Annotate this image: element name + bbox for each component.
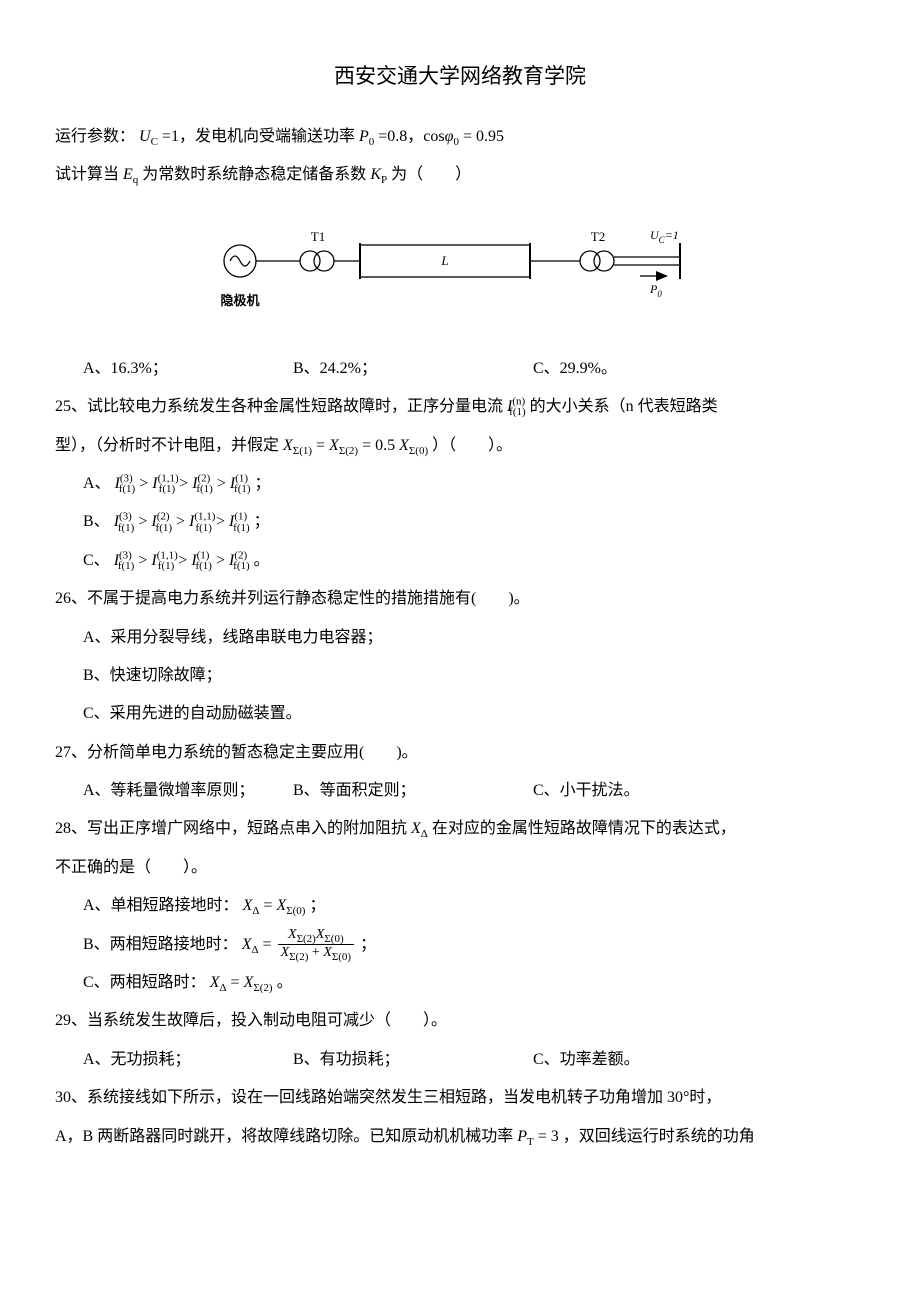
sub: Σ(1) xyxy=(293,445,312,457)
text: A，B 两断路器同时跳开，将故障线路切除。已知原动机机械功率 xyxy=(55,1128,517,1145)
eq: = 0.5 xyxy=(362,437,395,454)
sub: 0 xyxy=(453,136,459,148)
text: ，双回线运行时系统的功角 xyxy=(563,1128,755,1145)
sub: P xyxy=(381,175,387,187)
var-eq: E xyxy=(123,166,133,183)
sine-icon xyxy=(230,256,250,266)
text: 的大小关系（n 代表短路类 xyxy=(530,398,718,415)
q26-option-c: C、采用先进的自动励磁装置。 xyxy=(55,695,865,733)
q28-option-a: A、单相短路接地时： XΔ = XΣ(0) ； xyxy=(55,887,865,925)
denominator: XΣ(2) + XΣ(0) xyxy=(278,944,355,963)
text: ）（ ）。 xyxy=(432,437,512,454)
sub: q xyxy=(133,175,139,187)
var-x: X xyxy=(283,437,293,454)
text: C、两相短路时： xyxy=(83,974,206,991)
page: 西安交通大学网络教育学院 运行参数： UC =1，发电机向受端输送功率 P0 =… xyxy=(0,0,920,1302)
var-p0: P xyxy=(359,128,369,145)
gen-label: 隐极机 xyxy=(220,293,259,308)
q26-option-a: A、采用分裂导线，线路串联电力电容器； xyxy=(55,619,865,657)
q30-line1: 30、系统接线如下所示，设在一回线路始端突然发生三相短路，当发电机转子功角增加 … xyxy=(55,1079,865,1117)
q25-line1: 25、试比较电力系统发生各种金属性短路故障时，正序分量电流 I(n)f(1) 的… xyxy=(55,388,865,426)
uc-label: UC=1 xyxy=(650,228,679,245)
sub: Δ xyxy=(421,829,428,841)
sub: C xyxy=(151,136,158,148)
q24-options: A、16.3%； B、24.2%； C、29.9%。 xyxy=(55,350,865,388)
text: =1，发电机向受端输送功率 xyxy=(162,128,359,145)
option-c: C、功率差额。 xyxy=(533,1041,640,1079)
option-a: A、等耗量微增率原则； xyxy=(83,772,293,810)
text: 为常数时系统静态稳定储备系数 xyxy=(142,166,370,183)
p0-label: P0 xyxy=(649,282,662,299)
t1-label: T1 xyxy=(311,229,325,244)
text: 试计算当 xyxy=(55,166,123,183)
q25-option-a: A、 I(3)f(1) > I(1,1)f(1) > I(2)f(1) > I(… xyxy=(55,465,865,503)
text: 28、写出正序增广网络中，短路点串入的附加阻抗 xyxy=(55,820,411,837)
text: 为（ ） xyxy=(391,166,471,183)
label: C、 xyxy=(83,552,110,569)
q30-line2: A，B 两断路器同时跳开，将故障线路切除。已知原动机机械功率 PT = 3 ，双… xyxy=(55,1118,865,1156)
text: B、两相短路接地时： xyxy=(83,936,238,953)
q28-line2: 不正确的是（ ）。 xyxy=(55,849,865,887)
option-b: B、24.2%； xyxy=(293,350,533,388)
var-x: X xyxy=(411,820,421,837)
t2-label: T2 xyxy=(591,229,605,244)
text: 型），（分析时不计电阻，并假定 xyxy=(55,437,283,454)
option-b: B、有功损耗； xyxy=(293,1041,533,1079)
var-kp: K xyxy=(370,166,381,183)
label: A、 xyxy=(83,475,111,492)
text: = 0.95 xyxy=(463,128,504,145)
fraction: XΣ(2)XΣ(0) XΣ(2) + XΣ(0) xyxy=(278,927,355,964)
text: =0.8，cos xyxy=(378,128,444,145)
numerator: XΣ(2)XΣ(0) xyxy=(278,927,355,945)
text: 运行参数： xyxy=(55,128,135,145)
circuit-diagram: 隐极机 T1 L T2 xyxy=(55,213,865,328)
var-pt: P xyxy=(517,1128,527,1145)
q27-options: A、等耗量微增率原则； B、等面积定则； C、小干扰法。 xyxy=(55,772,865,810)
sub: f(1) xyxy=(509,406,526,418)
option-c: C、29.9%。 xyxy=(533,350,617,388)
option-a: A、16.3%； xyxy=(83,350,293,388)
text: 在对应的金属性短路故障情况下的表达式， xyxy=(432,820,736,837)
var-x: X xyxy=(399,437,409,454)
q27-stem: 27、分析简单电力系统的暂态稳定主要应用( )。 xyxy=(55,734,865,772)
q28-line1: 28、写出正序增广网络中，短路点串入的附加阻抗 XΔ 在对应的金属性短路故障情况… xyxy=(55,810,865,848)
q29-options: A、无功损耗； B、有功损耗； C、功率差额。 xyxy=(55,1041,865,1079)
label: B、 xyxy=(83,513,110,530)
q25-option-b: B、 I(3)f(1) > I(2)f(1) > I(1,1)f(1) > I(… xyxy=(55,503,865,541)
var-x: X xyxy=(329,437,339,454)
sub: T xyxy=(527,1136,534,1148)
var-uc: U xyxy=(139,128,151,145)
q26-stem: 26、不属于提高电力系统并列运行静态稳定性的措施措施有( )。 xyxy=(55,580,865,618)
q28-option-b: B、两相短路接地时： XΔ = XΣ(2)XΣ(0) XΣ(2) + XΣ(0)… xyxy=(55,926,865,964)
text: A、单相短路接地时： xyxy=(83,897,239,914)
text: 25、试比较电力系统发生各种金属性短路故障时，正序分量电流 xyxy=(55,398,507,415)
sub: Σ(0) xyxy=(409,445,428,457)
sub: Σ(2) xyxy=(339,445,358,457)
eq: = xyxy=(316,437,329,454)
transformer-icon xyxy=(314,251,334,271)
page-title: 西安交通大学网络教育学院 xyxy=(55,60,865,90)
option-b: B、等面积定则； xyxy=(293,772,533,810)
intro-line-2: 试计算当 Eq 为常数时系统静态稳定储备系数 KP 为（ ） xyxy=(55,156,865,194)
q28-option-c: C、两相短路时： XΔ = XΣ(2) 。 xyxy=(55,964,865,1002)
q26-option-b: B、快速切除故障； xyxy=(55,657,865,695)
transformer-icon xyxy=(594,251,614,271)
option-c: C、小干扰法。 xyxy=(533,772,640,810)
line-label: L xyxy=(440,253,448,268)
intro-line-1: 运行参数： UC =1，发电机向受端输送功率 P0 =0.8，cosφ0 = 0… xyxy=(55,118,865,156)
q29-stem: 29、当系统发生故障后，投入制动电阻可减少（ ）。 xyxy=(55,1002,865,1040)
option-a: A、无功损耗； xyxy=(83,1041,293,1079)
text: = 3 xyxy=(538,1128,559,1145)
q25-line2: 型），（分析时不计电阻，并假定 XΣ(1) = XΣ(2) = 0.5 XΣ(0… xyxy=(55,427,865,465)
q25-option-c: C、 I(3)f(1) > I(1,1)f(1) > I(1)f(1) > I(… xyxy=(55,542,865,580)
arrow-icon xyxy=(656,271,668,281)
diagram-svg: 隐极机 T1 L T2 xyxy=(200,213,720,323)
sub: 0 xyxy=(369,136,375,148)
